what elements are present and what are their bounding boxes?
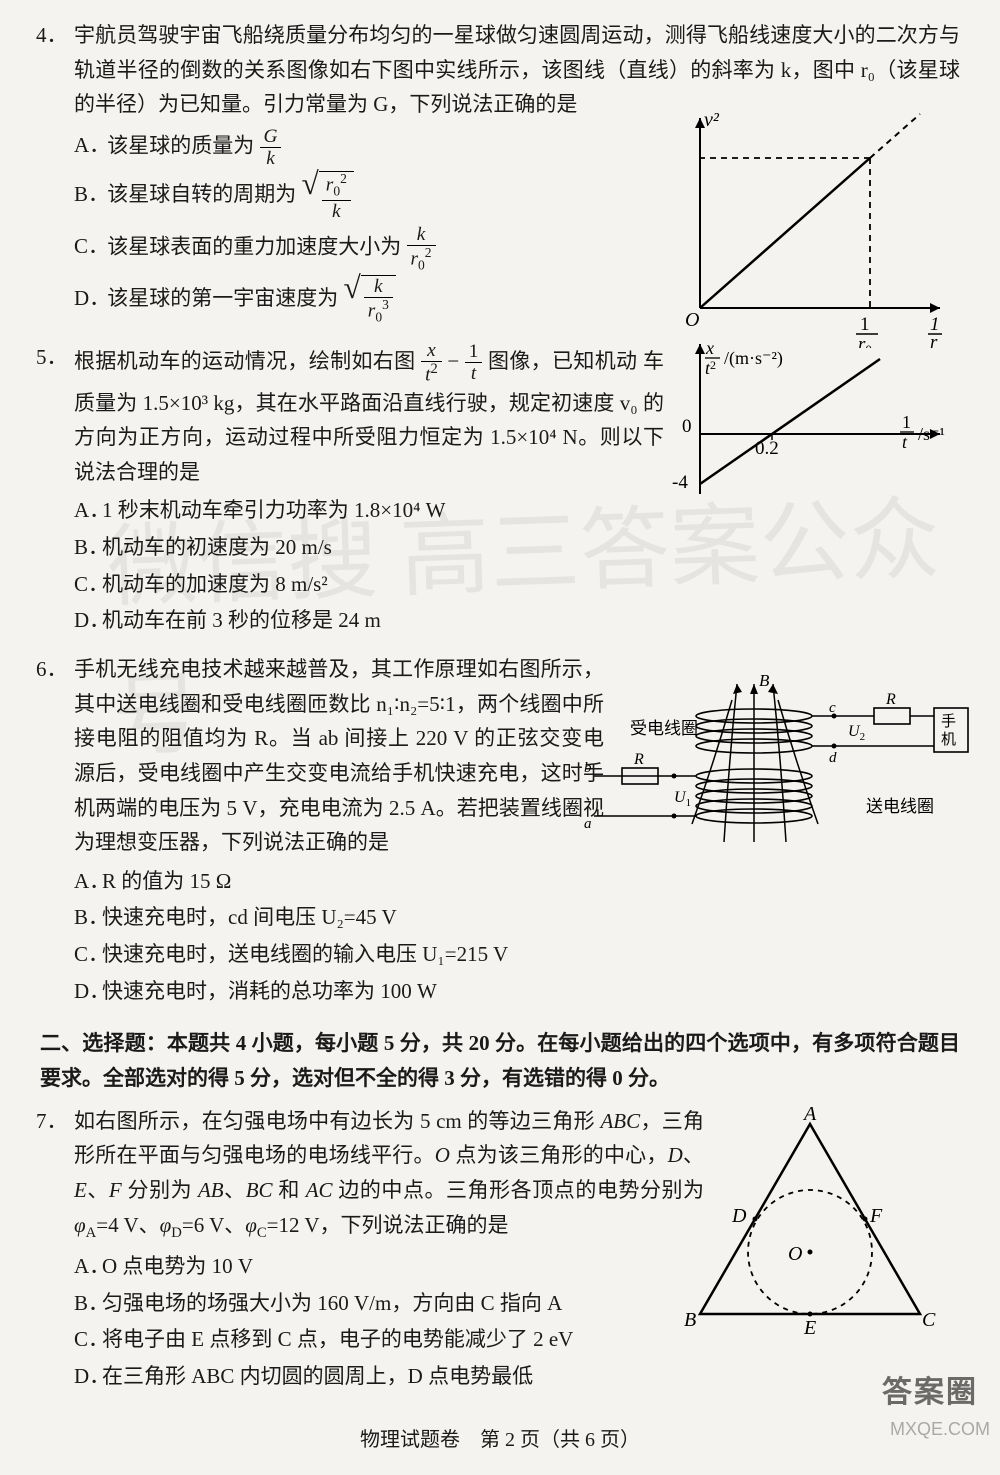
- svg-text:x: x: [705, 338, 714, 358]
- watermark-url: MXQE.COM: [890, 1415, 990, 1445]
- q6-option-d: D．快速充电时，消耗的总功率为 100 W: [74, 974, 960, 1009]
- q6-option-a: A．R 的值为 15 Ω: [74, 864, 960, 899]
- svg-text:R: R: [633, 751, 644, 768]
- q5-option-c: C．机动车的加速度为 8 m/s²: [74, 567, 960, 602]
- q6-diagram: B 受电线圈 R 手 机 c d: [574, 672, 974, 852]
- fraction-k-over-r02: kr02: [407, 224, 436, 273]
- fraction-1-over-t: 1t: [465, 341, 483, 384]
- q5-stem: 根据机动车的运动情况，绘制如右图 xt2 − 1t 图像，已知机动 车质量为 1…: [74, 340, 664, 490]
- svg-text:d: d: [829, 750, 837, 766]
- svg-text:c: c: [829, 700, 836, 716]
- svg-text:b: b: [584, 760, 592, 776]
- watermark-brand: 答案圈: [882, 1368, 978, 1418]
- q5-option-d: D．机动车在前 3 秒的位移是 24 m: [74, 603, 960, 638]
- svg-text:1: 1: [902, 412, 911, 432]
- svg-text:R: R: [885, 691, 896, 708]
- svg-text:送电线圈: 送电线圈: [866, 797, 934, 816]
- svg-text:t2: t2: [705, 358, 716, 378]
- q4-stem: 宇航员驾驶宇宙飞船绕质量分布均匀的一星球做匀速圆周运动，测得飞船线速度大小的二次…: [74, 18, 960, 122]
- svg-text:U2: U2: [848, 723, 865, 743]
- svg-text:/(m·s⁻²): /(m·s⁻²): [724, 348, 783, 369]
- svg-text:机: 机: [941, 731, 956, 748]
- svg-text:-4: -4: [672, 472, 688, 493]
- question-5: 5． 根据机动车的运动情况，绘制如右图 xt2 − 1t 图像，已知机动 车质量…: [40, 340, 960, 638]
- question-6: 6． 手机无线充电技术越来越普及，其工作原理如右图所示，其中送电线圈和受电线圈匝…: [40, 652, 960, 1008]
- question-7: 7． 如右图所示，在匀强电场中有边长为 5 cm 的等边三角形 ABC，三角形所…: [40, 1104, 960, 1394]
- q6-stem: 手机无线充电技术越来越普及，其工作原理如右图所示，其中送电线圈和受电线圈匝数比 …: [74, 652, 604, 860]
- q4-option-d: D． 该星球的第一宇宙速度为 √kr03: [74, 275, 634, 325]
- q4-option-a: A． 该星球的质量为 Gk: [74, 126, 634, 169]
- q6-option-c: C．快速充电时，送电线圈的输入电压 U₁=215 V: [74, 937, 960, 972]
- q4-options: A． 该星球的质量为 Gk B． 该星球自转的周期为 √r02k C． 该星球表…: [74, 126, 634, 326]
- svg-text:a: a: [584, 816, 592, 832]
- q5-body: 根据机动车的运动情况，绘制如右图 xt2 − 1t 图像，已知机动 车质量为 1…: [74, 340, 960, 638]
- q7-body: 如右图所示，在匀强电场中有边长为 5 cm 的等边三角形 ABC，三角形所在平面…: [74, 1104, 960, 1394]
- svg-text:0.2: 0.2: [755, 438, 779, 459]
- fraction-x-over-t2: xt2: [421, 340, 442, 386]
- svg-text:C: C: [922, 1309, 936, 1331]
- q4-option-c: C． 该星球表面的重力加速度大小为 kr02: [74, 224, 634, 273]
- question-4: 4． 宇航员驾驶宇宙飞船绕质量分布均匀的一星球做匀速圆周运动，测得飞船线速度大小…: [40, 18, 960, 326]
- q4-body: 宇航员驾驶宇宙飞船绕质量分布均匀的一星球做匀速圆周运动，测得飞船线速度大小的二次…: [74, 18, 960, 326]
- svg-text:O: O: [788, 1243, 802, 1265]
- q7-diagram: A B C D F E O: [670, 1104, 950, 1344]
- svg-text:D: D: [731, 1205, 747, 1227]
- q5-number: 5．: [36, 340, 68, 375]
- svg-text:E: E: [803, 1317, 816, 1339]
- svg-text:受电线圈: 受电线圈: [630, 719, 698, 738]
- svg-text:0: 0: [682, 416, 692, 437]
- q6-number: 6．: [36, 652, 68, 687]
- svg-text:1: 1: [860, 314, 870, 335]
- q6-body: 手机无线充电技术越来越普及，其工作原理如右图所示，其中送电线圈和受电线圈匝数比 …: [74, 652, 960, 1008]
- svg-text:A: A: [802, 1104, 817, 1125]
- svg-text:U1: U1: [674, 789, 691, 809]
- svg-text:O: O: [685, 309, 699, 331]
- q4-option-b: B． 该星球自转的周期为 √r02k: [74, 171, 634, 221]
- page-footer: 物理试题卷 第 2 页（共 6 页）: [0, 1424, 1000, 1457]
- q4-number: 4．: [36, 18, 68, 53]
- q6-option-b: B．快速充电时，cd 间电压 U₂=45 V: [74, 900, 960, 935]
- fraction-G-over-k: Gk: [260, 126, 282, 169]
- q7-stem: 如右图所示，在匀强电场中有边长为 5 cm 的等边三角形 ABC，三角形所在平面…: [74, 1104, 704, 1245]
- sqrt-k-over-r03: √kr03: [344, 275, 396, 325]
- q5-options: A．1 秒末机动车牵引力功率为 1.8×10⁴ W B．机动车的初速度为 20 …: [74, 493, 960, 638]
- sqrt-r02-over-k: √r02k: [302, 171, 354, 221]
- q6-options: A．R 的值为 15 Ω B．快速充电时，cd 间电压 U₂=45 V C．快速…: [74, 864, 960, 1009]
- svg-text:v²: v²: [704, 109, 720, 131]
- q4-chart: O v² 1 r 1 r0: [660, 108, 960, 348]
- svg-text:手: 手: [941, 713, 956, 730]
- q5-chart: 0 0.2 -4 x t2 /(m·s⁻²) 1 t /s⁻¹: [650, 334, 960, 514]
- svg-text:F: F: [869, 1205, 883, 1227]
- svg-text:B: B: [759, 672, 770, 690]
- svg-text:/s⁻¹: /s⁻¹: [918, 424, 945, 444]
- section-2-heading: 二、选择题：本题共 4 小题，每小题 5 分，共 20 分。在每小题给出的四个选…: [40, 1026, 960, 1095]
- svg-text:B: B: [684, 1309, 696, 1331]
- q7-option-d: D．在三角形 ABC 内切圆的圆周上，D 点电势最低: [74, 1359, 960, 1394]
- q5-option-b: B．机动车的初速度为 20 m/s: [74, 530, 960, 565]
- q7-number: 7．: [36, 1104, 68, 1139]
